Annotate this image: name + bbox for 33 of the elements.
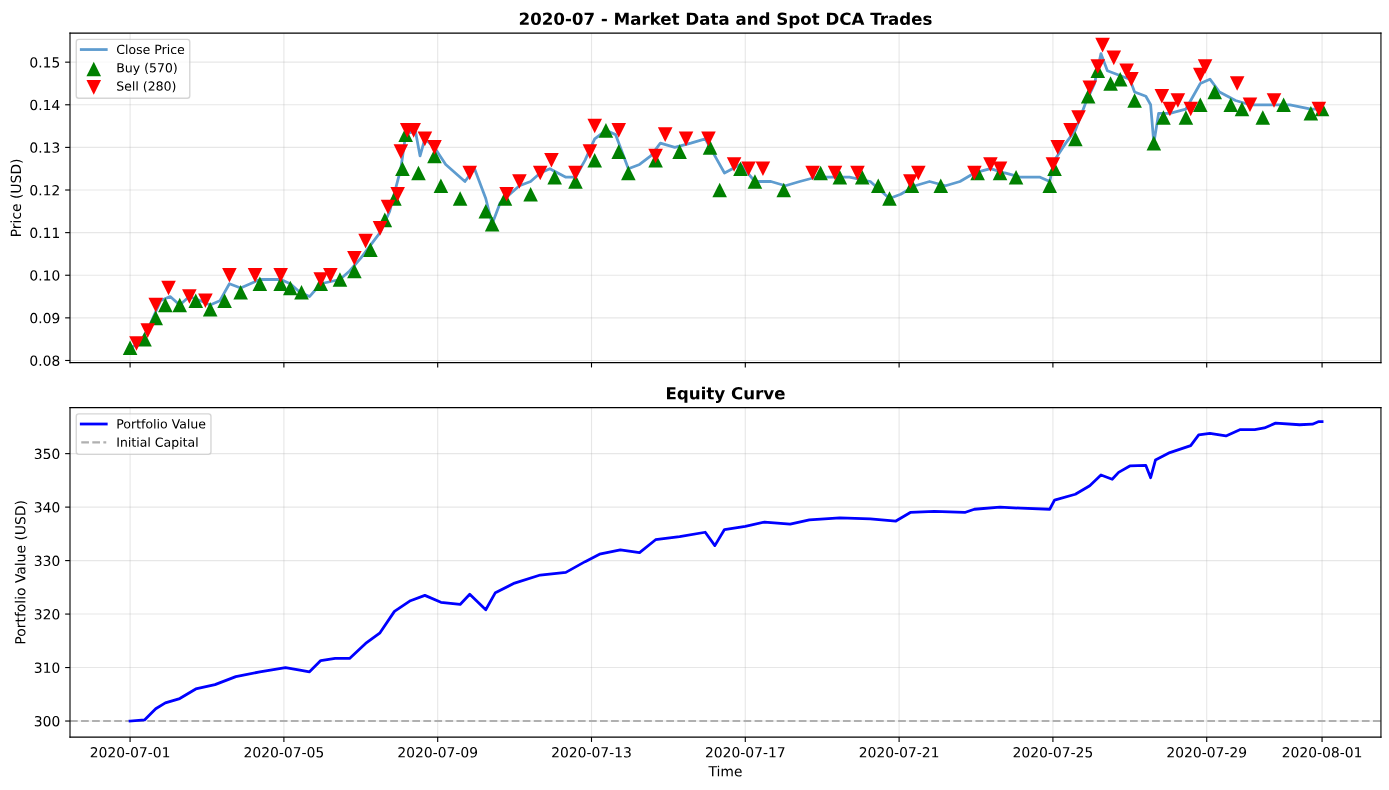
chart-title: 2020-07 - Market Data and Spot DCA Trades [519, 12, 932, 29]
legend-label: Close Price [116, 44, 185, 55]
x-tick-label: 2020-07-25 [1013, 747, 1093, 758]
y-tick-label: 0.09 [30, 312, 60, 324]
y-axis-title: Portfolio Value (USD) [14, 501, 28, 644]
y-tick-label: 0.15 [30, 57, 60, 68]
y-tick-label: 0.12 [30, 184, 59, 196]
y-tick-label: 300 [34, 715, 60, 727]
x-tick-label: 2020-07-21 [859, 747, 939, 758]
y-tick-label: 340 [34, 502, 60, 513]
y-tick-label: 0.13 [30, 142, 60, 153]
x-tick-label: 2020-07-09 [398, 747, 478, 758]
y-tick-label: 0.10 [30, 270, 60, 281]
x-tick-label: 2020-07-13 [552, 747, 631, 758]
y-tick-label: 310 [34, 662, 60, 674]
legend-label: Sell (280) [117, 81, 176, 93]
chart-title: Equity Curve [667, 386, 785, 403]
y-tick-label: 0.08 [30, 355, 60, 366]
x-tick-label: 2020-07-01 [90, 747, 170, 758]
y-tick-label: 0.14 [30, 99, 60, 111]
y-axis-title: Price (USD) [10, 159, 23, 236]
y-tick-label: 0.11 [30, 227, 59, 239]
legend-label: Portfolio Value [117, 418, 206, 429]
x-tick-label: 2020-07-17 [705, 747, 785, 758]
y-tick-label: 350 [34, 448, 60, 460]
legend-label: Buy (570) [117, 62, 177, 75]
y-tick-label: 320 [34, 609, 60, 620]
x-axis-title: Time [708, 765, 742, 777]
legend-label: Initial Capital [117, 437, 198, 450]
x-tick-label: 2020-07-29 [1167, 747, 1247, 758]
y-tick-label: 330 [34, 555, 60, 567]
x-tick-label: 2020-07-05 [244, 747, 324, 758]
x-tick-label: 2020-08-01 [1282, 747, 1362, 758]
